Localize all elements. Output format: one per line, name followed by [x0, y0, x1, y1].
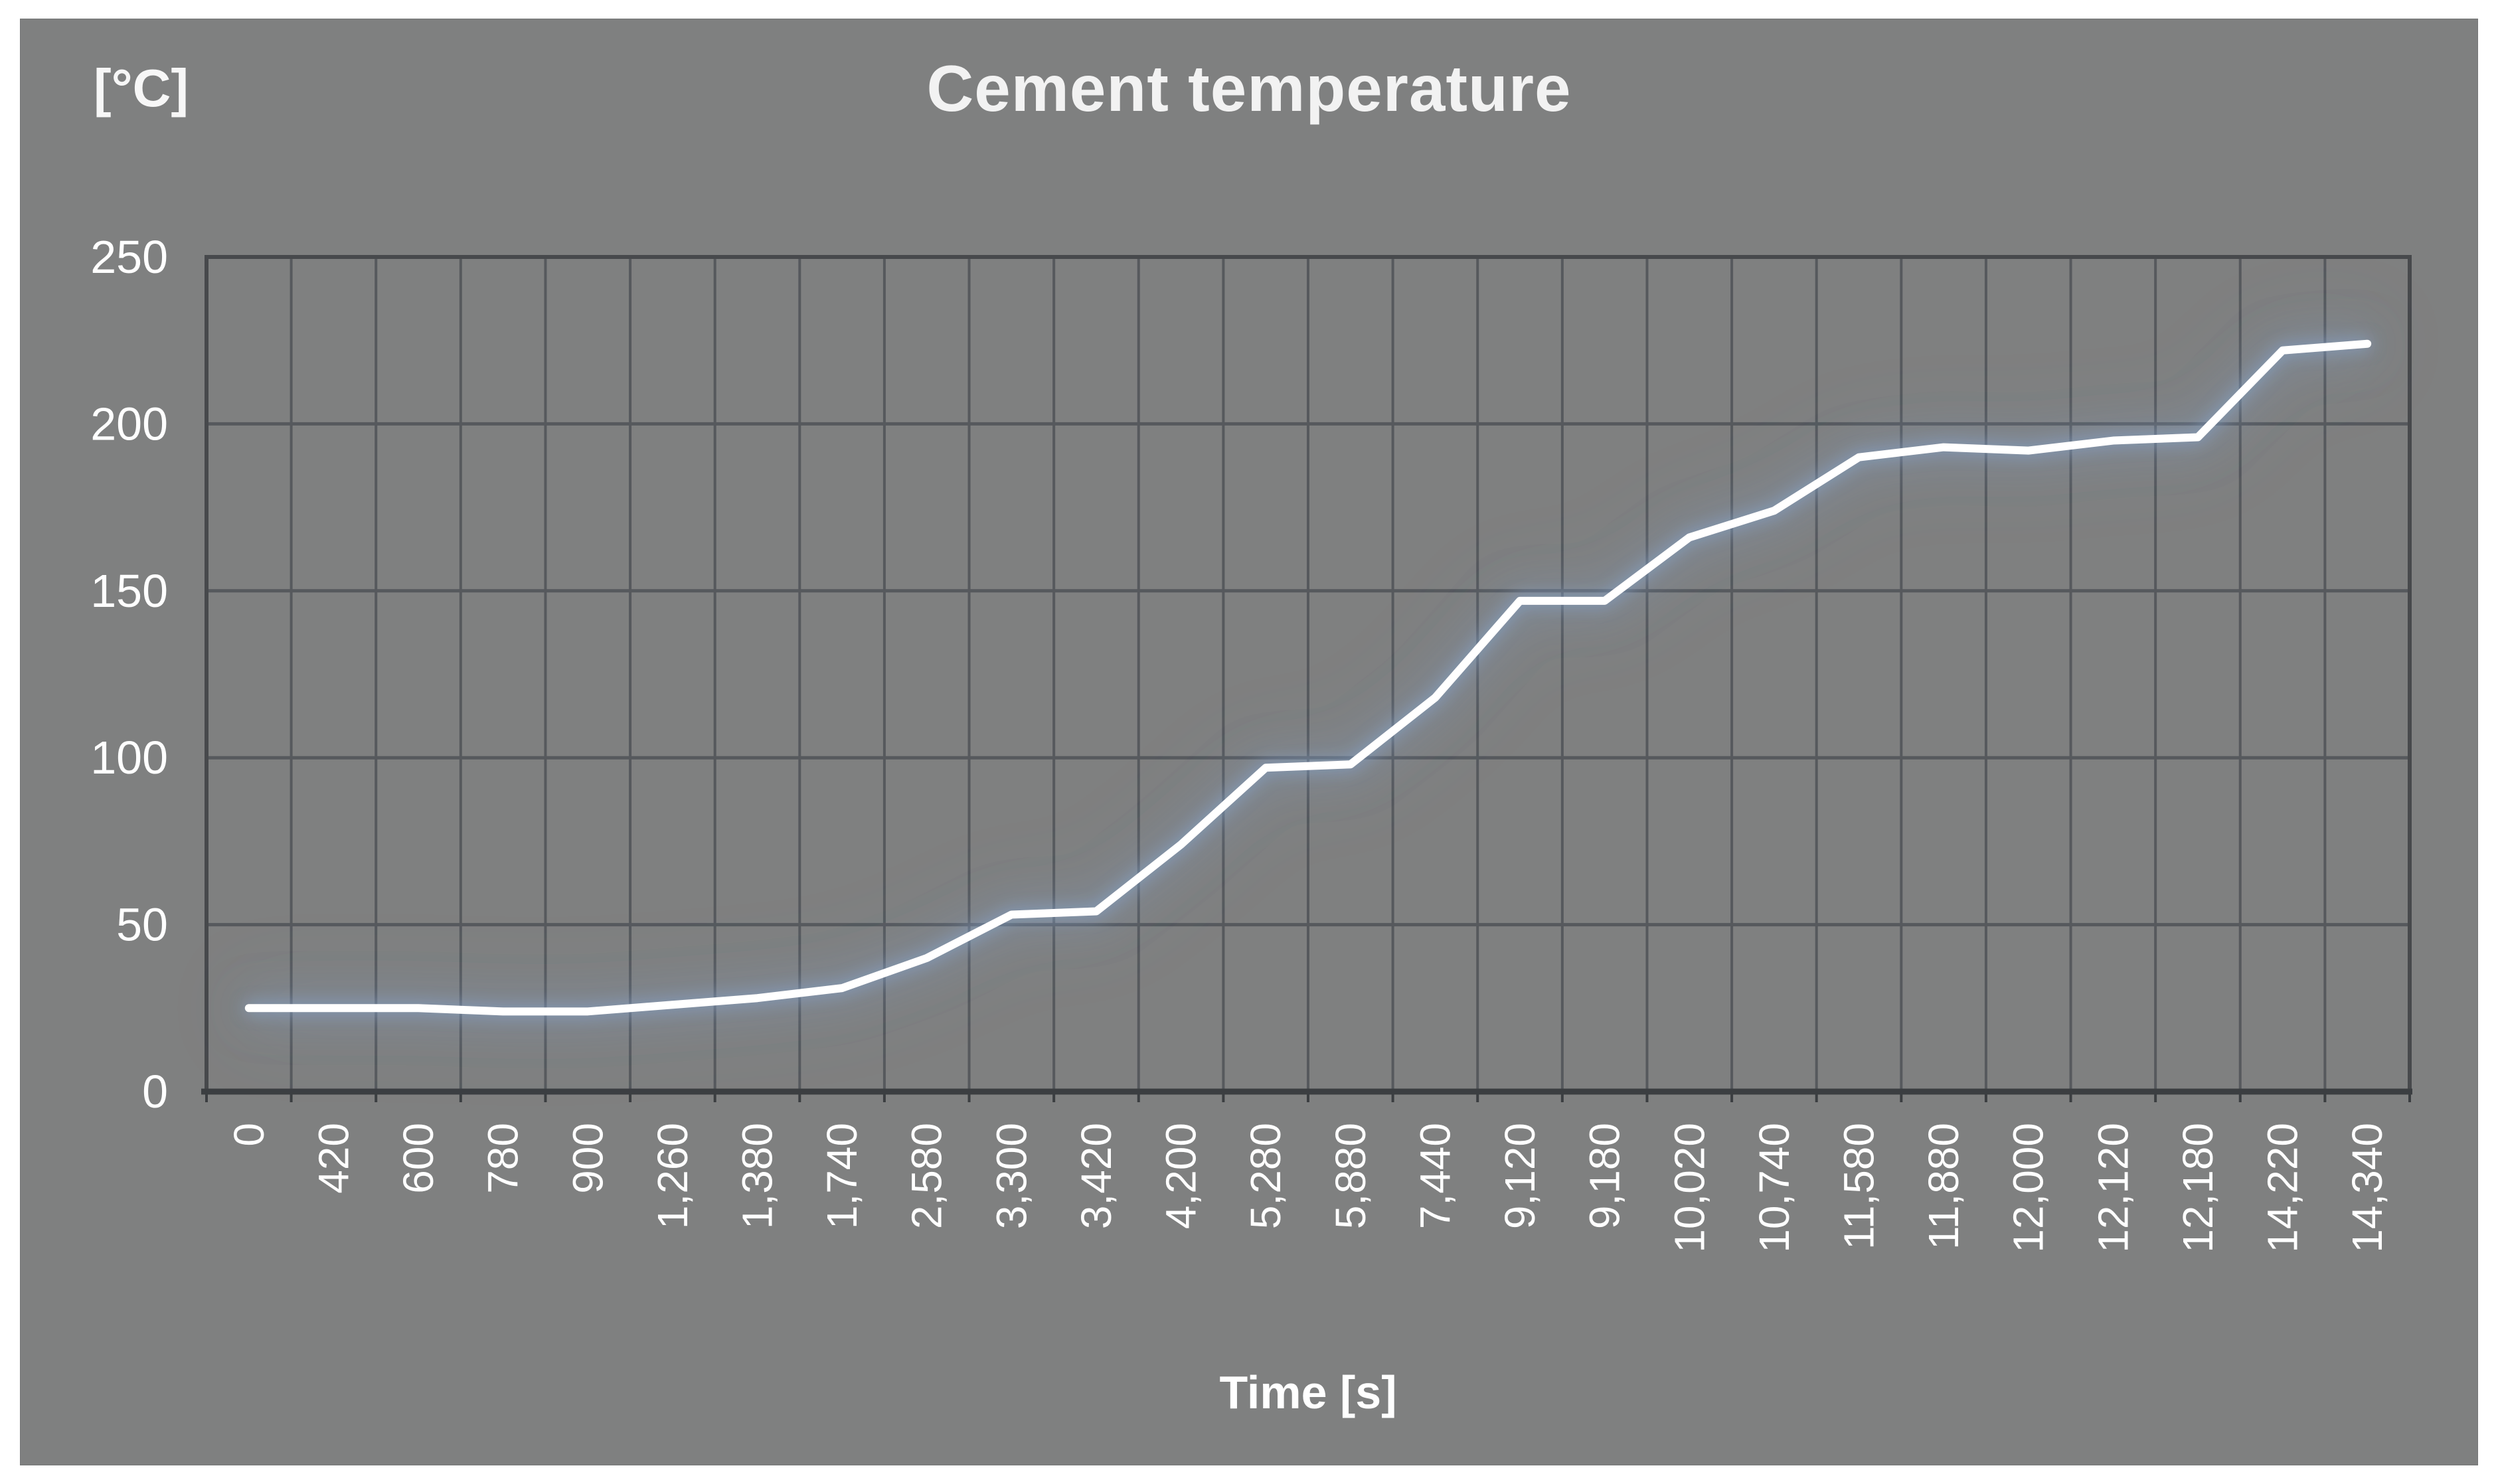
svg-text:3,420: 3,420 — [1072, 1123, 1120, 1229]
svg-text:12,180: 12,180 — [2174, 1123, 2222, 1253]
svg-text:150: 150 — [90, 565, 168, 617]
svg-text:250: 250 — [90, 231, 168, 283]
svg-text:2,580: 2,580 — [903, 1123, 951, 1229]
x-tick-labels: 0 420 600 780 900 1,260 1,380 1,740 2,580 3,300 3,… — [225, 1123, 2391, 1253]
svg-text:9,120: 9,120 — [1496, 1123, 1544, 1229]
svg-text:14,220: 14,220 — [2259, 1123, 2307, 1253]
svg-text:900: 900 — [564, 1123, 612, 1194]
y-tick-labels: 250 200 150 100 50 0 — [90, 231, 168, 1117]
svg-text:7,440: 7,440 — [1411, 1123, 1459, 1229]
svg-text:4,200: 4,200 — [1157, 1123, 1205, 1229]
svg-text:780: 780 — [479, 1123, 527, 1194]
svg-text:11,580: 11,580 — [1835, 1123, 1883, 1250]
svg-text:50: 50 — [116, 899, 168, 951]
svg-text:5,880: 5,880 — [1327, 1123, 1374, 1229]
svg-text:14,340: 14,340 — [2343, 1123, 2391, 1253]
svg-text:10,020: 10,020 — [1665, 1123, 1713, 1253]
svg-text:200: 200 — [90, 398, 168, 450]
svg-text:5,280: 5,280 — [1242, 1123, 1290, 1229]
svg-text:1,260: 1,260 — [649, 1123, 697, 1229]
svg-text:11,880: 11,880 — [1920, 1123, 1967, 1250]
svg-text:0: 0 — [225, 1123, 273, 1147]
svg-text:12,120: 12,120 — [2089, 1123, 2137, 1253]
svg-text:0: 0 — [142, 1066, 168, 1117]
plot-svg: 250 200 150 100 50 0 0 420 600 780 900 1,260 1,380 1… — [21, 19, 2477, 1465]
svg-text:600: 600 — [394, 1123, 442, 1194]
screenshot-root: { "chart": { "title": "Cement temperatur… — [0, 0, 2498, 1484]
svg-text:3,300: 3,300 — [987, 1123, 1035, 1229]
gridlines — [207, 257, 2410, 1102]
svg-text:1,740: 1,740 — [818, 1123, 866, 1229]
svg-text:12,000: 12,000 — [2005, 1123, 2052, 1253]
svg-text:420: 420 — [309, 1123, 357, 1194]
svg-text:100: 100 — [90, 732, 168, 783]
svg-text:1,380: 1,380 — [734, 1123, 782, 1229]
svg-text:9,180: 9,180 — [1581, 1123, 1629, 1229]
x-axis-title: Time [s] — [207, 1366, 2410, 1419]
svg-text:10,740: 10,740 — [1750, 1123, 1798, 1253]
chart-area: [°C] Cement temperature 250 200 150 100 50 0 … — [20, 19, 2478, 1465]
